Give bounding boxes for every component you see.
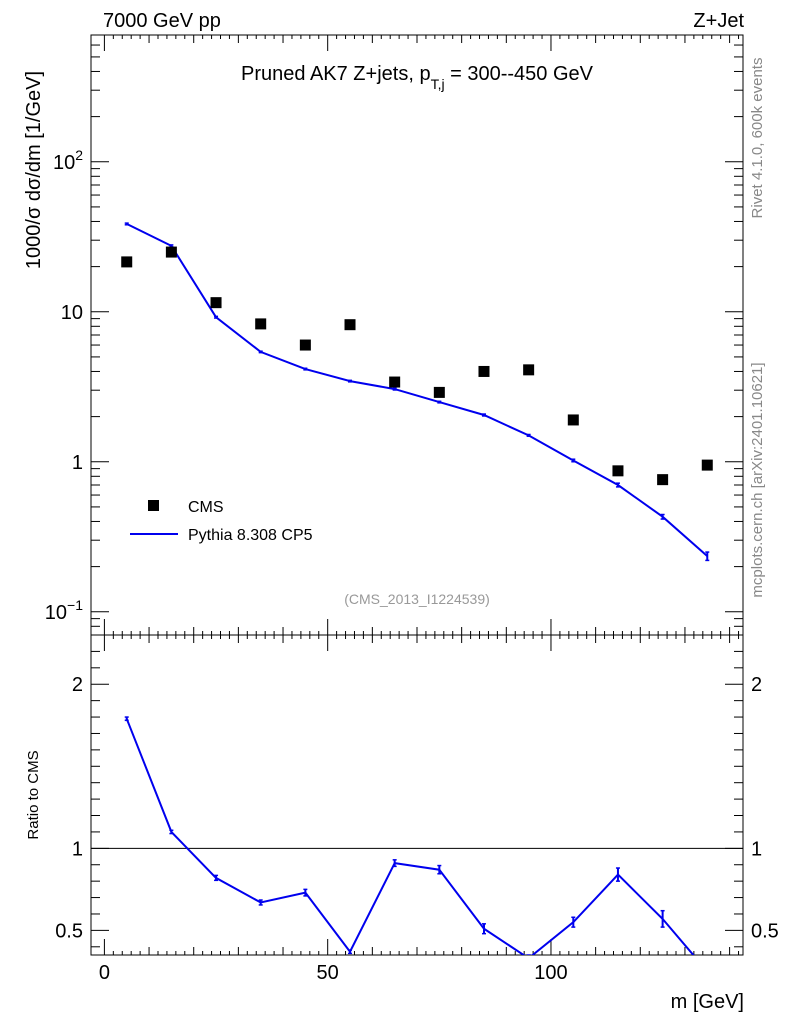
cms-series	[121, 246, 713, 486]
cms-data-point	[165, 246, 177, 258]
ratio-y-tick-label-right: 0.5	[751, 920, 779, 942]
ratio-y-tick-label-left: 0.5	[55, 920, 83, 942]
legend: CMS Pythia 8.308 CP5	[130, 499, 313, 544]
cms-data-point	[210, 297, 222, 309]
x-tick-label: 0	[99, 962, 110, 984]
ratio-y-tick-labels: 0.5 0.5 1 1 2 2	[55, 674, 779, 942]
x-tick-labels: 0 50 100	[99, 962, 568, 984]
main-y-tick-label: 102	[53, 147, 83, 174]
main-y-tick-base: 10	[53, 152, 75, 174]
x-tick-label: 100	[534, 962, 567, 984]
cms-data-point	[433, 386, 445, 398]
cms-data-point	[523, 364, 535, 376]
legend-cms-marker	[148, 500, 159, 511]
ratio-y-tick-label-right: 2	[751, 674, 762, 696]
main-title: Pruned AK7 Z+jets, pT,j = 300--450 GeV	[241, 63, 594, 92]
cms-data-point	[478, 365, 490, 377]
cms-data-point	[612, 465, 624, 477]
main-y-axis-label: 1000/σ dσ/dm [1/GeV]	[23, 71, 45, 269]
main-y-tick-label: 1	[72, 452, 83, 474]
pythia-line	[126, 223, 708, 557]
ratio-ticks	[91, 634, 743, 955]
main-y-tick-label: 10	[61, 302, 83, 324]
cms-data-point	[657, 474, 669, 486]
legend-pythia-label: Pythia 8.308 CP5	[188, 527, 313, 544]
cms-data-point	[389, 376, 401, 388]
ratio-line	[125, 718, 695, 955]
main-y-tick-exponent: −1	[67, 597, 83, 613]
cms-data-point	[701, 459, 713, 471]
main-y-tick-exponent: 2	[75, 147, 83, 163]
ratio-y-tick-label-right: 1	[751, 838, 762, 860]
ratio-y-axis-label: Ratio to CMS	[25, 750, 42, 839]
main-frame	[90, 34, 744, 636]
cms-data-point	[567, 414, 579, 426]
ratio-frame	[90, 634, 744, 956]
analysis-watermark: (CMS_2013_I1224539)	[344, 591, 490, 607]
main-ticks	[91, 34, 743, 636]
main-y-tick-label: 10−1	[45, 597, 83, 624]
cms-data-point	[255, 318, 267, 330]
ratio-y-tick-label-left: 2	[72, 674, 83, 696]
legend-cms-label: CMS	[188, 499, 224, 516]
ratio-panel: 0.5 0.5 1 1 2 2 0 50 100 Ratio to CMS m [GeV]	[25, 634, 779, 1013]
ratio-series	[124, 716, 695, 955]
x-tick-label: 50	[317, 962, 339, 984]
cms-data-point	[299, 339, 311, 351]
cms-data-point	[121, 256, 133, 268]
ratio-y-tick-label-left: 1	[72, 838, 83, 860]
process-label: Z+Jet	[693, 10, 744, 32]
energy-label: 7000 GeV pp	[103, 10, 221, 32]
x-axis-label: m [GeV]	[671, 991, 744, 1013]
cms-data-point	[344, 319, 356, 331]
main-y-tick-base: 10	[45, 602, 67, 624]
rivet-version-label: Rivet 4.1.0, 600k events	[749, 58, 766, 219]
mcplots-label: mcplots.cern.ch [arXiv:2401.10621]	[749, 362, 766, 597]
